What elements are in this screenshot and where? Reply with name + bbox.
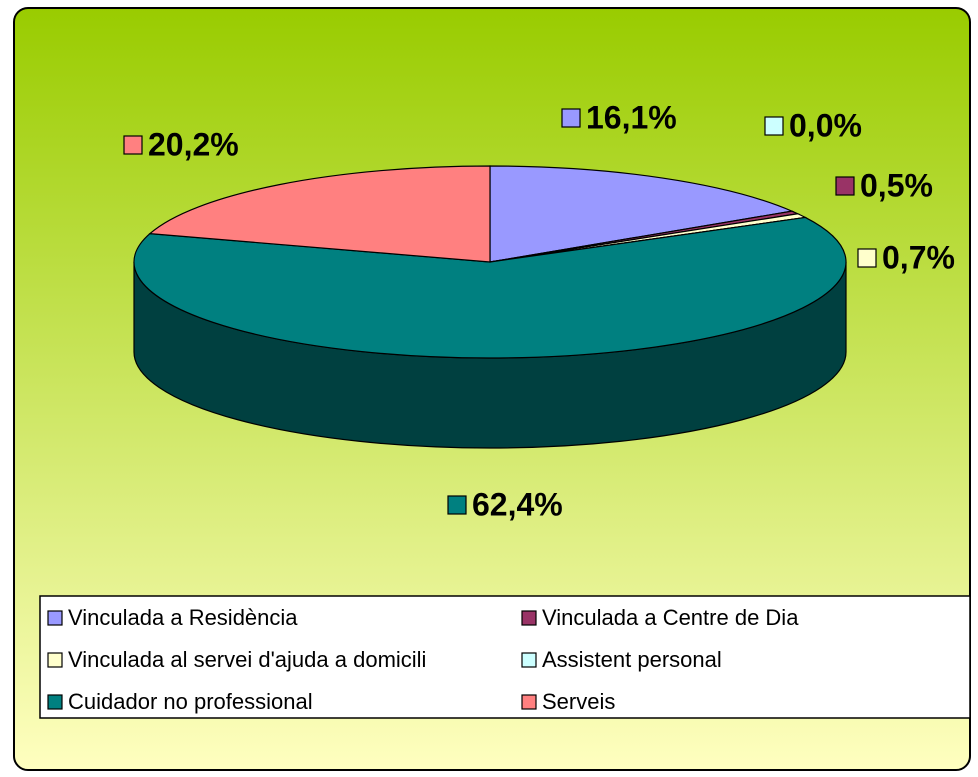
legend-key xyxy=(521,652,537,668)
data-label: 0,5% xyxy=(860,167,933,203)
label-key xyxy=(447,495,467,515)
legend-key xyxy=(521,694,537,710)
label-key xyxy=(123,135,143,155)
label-key xyxy=(764,116,784,136)
data-label: 62,4% xyxy=(472,486,563,522)
data-label: 16,1% xyxy=(586,99,677,135)
data-label: 0,7% xyxy=(882,239,955,275)
legend-label: Vinculada al servei d'ajuda a domicili xyxy=(68,647,426,672)
legend-key xyxy=(521,610,537,626)
legend-label: Assistent personal xyxy=(542,647,722,672)
legend-key xyxy=(47,694,63,710)
data-label: 0,0% xyxy=(789,107,862,143)
legend-label: Vinculada a Centre de Dia xyxy=(542,605,799,630)
label-key xyxy=(561,108,581,128)
pie-slice xyxy=(133,216,847,359)
legend-label: Cuidador no professional xyxy=(68,689,313,714)
pie-slice xyxy=(489,165,795,263)
data-label: 20,2% xyxy=(148,126,239,162)
label-key xyxy=(857,248,877,268)
legend-label: Serveis xyxy=(542,689,615,714)
legend-label: Vinculada a Residència xyxy=(68,605,298,630)
legend-key xyxy=(47,652,63,668)
legend-key xyxy=(47,610,63,626)
pie-slice xyxy=(148,165,491,263)
label-key xyxy=(835,176,855,196)
legend-box xyxy=(39,595,971,719)
